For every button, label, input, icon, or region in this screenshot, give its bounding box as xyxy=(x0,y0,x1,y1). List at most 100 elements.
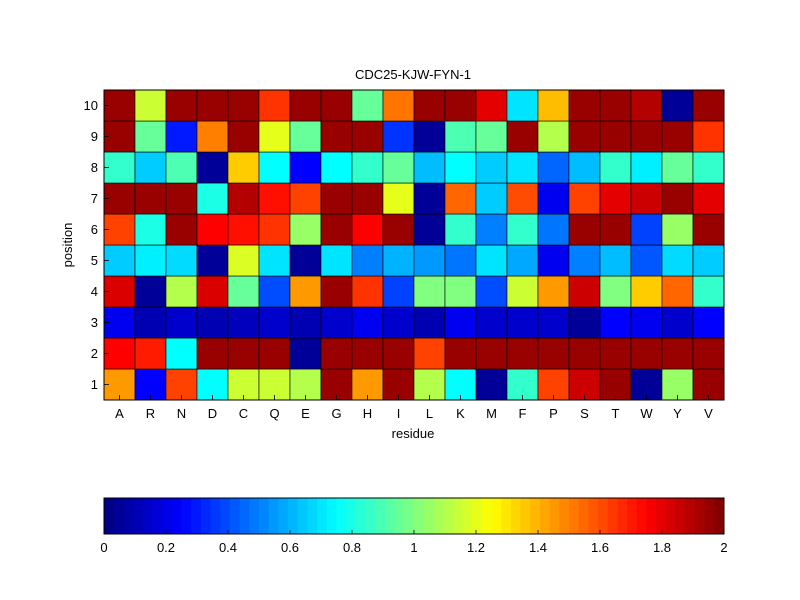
heatmap-cell xyxy=(413,337,446,370)
heatmap-cell xyxy=(134,306,167,339)
heatmap-cell xyxy=(320,244,353,277)
heatmap-cell xyxy=(661,182,694,215)
heatmap-cell xyxy=(599,368,632,401)
y-tick-label: 5 xyxy=(91,253,98,268)
colorbar-segment xyxy=(481,498,492,534)
heatmap-cell xyxy=(537,151,570,184)
heatmap-cell xyxy=(413,182,446,215)
x-tick-label: S xyxy=(580,406,589,421)
heatmap-cell xyxy=(289,182,322,215)
heatmap-cell xyxy=(630,213,663,246)
heatmap-cell xyxy=(599,213,632,246)
heatmap-cell xyxy=(568,213,601,246)
heatmap-cell xyxy=(134,275,167,308)
heatmap-cell xyxy=(537,306,570,339)
y-tick-labels: 1 2 3 4 5 6 7 8 9 10 xyxy=(84,98,109,392)
heatmap-cell xyxy=(227,337,260,370)
chart-title: CDC25-KJW-FYN-1 xyxy=(355,67,471,82)
colorbar-segment xyxy=(259,498,270,534)
heatmap-cell xyxy=(351,213,384,246)
colorbar-segment xyxy=(675,498,686,534)
heatmap-cell xyxy=(165,244,198,277)
heatmap-cell xyxy=(413,306,446,339)
heatmap-cell xyxy=(320,337,353,370)
heatmap-cell xyxy=(103,368,136,401)
colorbar-segment xyxy=(617,498,628,534)
colorbar-segment xyxy=(656,498,667,534)
colorbar-segment xyxy=(569,498,580,534)
colorbar-tick-label: 2 xyxy=(720,540,727,555)
colorbar-segment xyxy=(636,498,647,534)
heatmap-cell xyxy=(382,120,415,153)
heatmap-cell xyxy=(258,368,291,401)
colorbar-segment xyxy=(539,498,551,534)
plot-frame xyxy=(103,89,725,401)
heatmap-cell xyxy=(196,120,229,153)
heatmap-cell xyxy=(568,89,601,122)
heatmap-cell xyxy=(382,244,415,277)
colorbar-segment xyxy=(307,498,318,534)
heatmap-cell xyxy=(506,120,539,153)
heatmap-cell xyxy=(444,275,477,308)
heatmap-cell xyxy=(506,89,539,122)
heatmap-cell xyxy=(320,120,353,153)
heatmap-cell xyxy=(599,244,632,277)
colorbar-segment xyxy=(520,498,531,534)
heatmap-cell xyxy=(475,337,508,370)
heatmap-cell xyxy=(506,244,539,277)
heatmap-cell xyxy=(537,89,570,122)
colorbar-tick-label: 0.4 xyxy=(219,540,237,555)
heatmap-cell xyxy=(382,89,415,122)
colorbar-segment xyxy=(510,498,521,534)
heatmap-cell xyxy=(103,89,136,122)
colorbar-segment xyxy=(113,498,124,534)
heatmap-cell xyxy=(475,182,508,215)
heatmap-cell xyxy=(258,182,291,215)
colorbar-tick-label: 1.6 xyxy=(591,540,609,555)
heatmap-cell xyxy=(227,182,260,215)
heatmap-cell xyxy=(320,182,353,215)
heatmap-cell xyxy=(351,337,384,370)
heatmap-cell xyxy=(630,89,663,122)
y-tick-label: 3 xyxy=(91,315,98,330)
heatmap-cell xyxy=(289,306,322,339)
heatmap-cell xyxy=(351,151,384,184)
heatmap-cell xyxy=(568,120,601,153)
heatmap-cell xyxy=(568,275,601,308)
colorbar-segment xyxy=(685,498,696,534)
colorbar-segment xyxy=(714,498,725,534)
x-tick-label: L xyxy=(426,406,433,421)
heatmap-cell xyxy=(351,306,384,339)
heatmap-cell xyxy=(506,213,539,246)
colorbar-segment xyxy=(694,498,706,534)
colorbar-tick-label: 0.8 xyxy=(343,540,361,555)
heatmap-cell xyxy=(599,306,632,339)
heatmap-cell xyxy=(227,120,260,153)
heatmap-cell xyxy=(196,89,229,122)
y-tick-label: 4 xyxy=(91,284,98,299)
heatmap-cell xyxy=(258,337,291,370)
heatmap-cell xyxy=(103,151,136,184)
heatmap-cell xyxy=(692,120,725,153)
colorbar-segment xyxy=(191,498,202,534)
heatmap-cell xyxy=(289,337,322,370)
heatmap-cell xyxy=(289,213,322,246)
heatmap-cell xyxy=(320,275,353,308)
heatmap-cell xyxy=(289,244,322,277)
heatmap-cell xyxy=(506,182,539,215)
heatmap-cell xyxy=(599,337,632,370)
heatmap-cell xyxy=(661,151,694,184)
heatmap-cell xyxy=(692,306,725,339)
colorbar-segment xyxy=(249,498,260,534)
heatmap-cell xyxy=(630,337,663,370)
heatmap-cell xyxy=(568,182,601,215)
heatmap-cell xyxy=(692,275,725,308)
heatmap-cell xyxy=(258,151,291,184)
colorbar-segment xyxy=(646,498,657,534)
heatmap-cell xyxy=(289,120,322,153)
heatmap-cells xyxy=(103,89,725,401)
x-tick-label: C xyxy=(239,406,248,421)
heatmap-cell xyxy=(351,182,384,215)
colorbar-segment xyxy=(162,498,173,534)
